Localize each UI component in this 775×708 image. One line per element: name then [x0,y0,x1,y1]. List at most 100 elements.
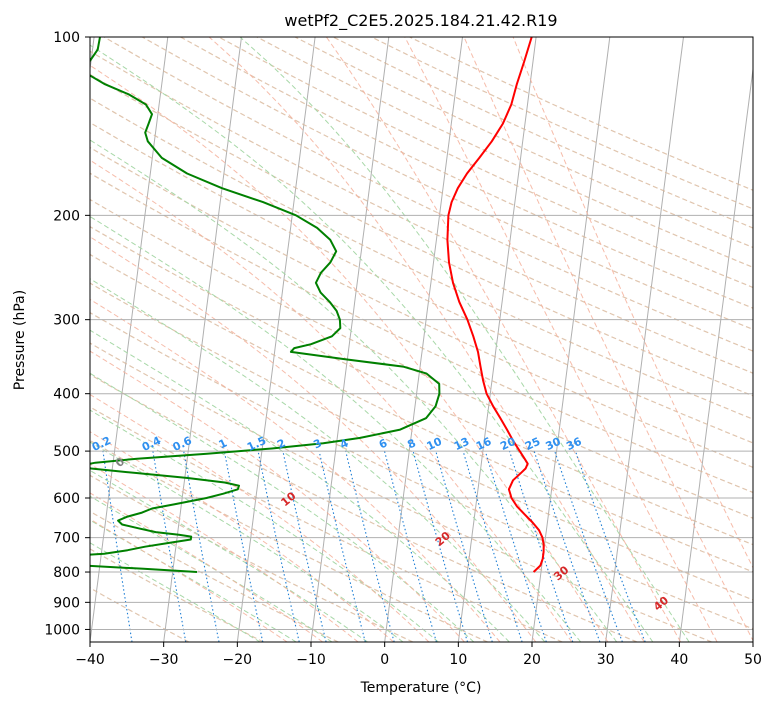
dry-adiabat-line [90,510,339,642]
y-tick-label: 700 [53,531,80,547]
y-tick-label: 300 [53,313,80,329]
mixing-ratio-line [574,450,646,642]
mixing-ratio-line [508,450,574,642]
x-tick-label: −10 [296,652,326,668]
theta-e-line [90,431,394,642]
y-tick-label: 900 [53,595,80,611]
plot-frame [89,36,754,643]
mixing-ratio-label: 30 [544,435,564,453]
y-tick-label: 800 [53,565,80,581]
moist-adiabat-line [239,37,690,642]
dry-adiabat-line [180,37,753,309]
x-tick-label: 0 [380,652,389,668]
theta-e-line [90,64,609,642]
mixing-ratio-line [435,450,493,642]
mixing-ratio-line [282,450,327,642]
mixing-ratio-line [152,451,187,642]
dry-adiabat-line [90,474,414,642]
dry-adiabat-line [90,373,638,642]
moist-adiabat-line [90,495,333,642]
dry-adiabat-line [90,282,753,601]
y-tick-label: 600 [53,491,80,507]
dry-adiabat-line [90,225,753,546]
isotherm-line [310,37,390,642]
dry-adiabat-line [90,587,190,642]
dry-adiabat-line [218,37,753,289]
dry-adiabat-line [103,37,753,352]
y-tick-label: 400 [53,387,80,403]
dry-adiabat-line [90,50,753,374]
x-axis: −40 −30 −20 −10 0 10 20 30 40 50 [75,642,762,668]
theta-e-line [208,37,645,642]
mixing-ratio-label: 36 [564,435,584,453]
mixing-ratio-line [223,451,264,642]
profile-series [90,37,545,573]
dry-adiabat-line [90,311,753,630]
theta-e-line [90,350,465,642]
moist-adiabat-line [90,329,510,642]
moist-adiabat-label: 20 [433,529,453,549]
pressure-grid [90,37,753,630]
mixing-ratio-line [318,450,366,642]
background-lines [90,37,753,642]
mixing-ratio-line [554,450,623,642]
moist-adiabat-line [90,441,404,642]
dry-adiabat-line [332,37,753,229]
dry-adiabat-line [90,406,563,642]
x-tick-label: −30 [149,652,179,668]
theta-e-line [90,492,323,642]
dry-adiabat-line [90,439,488,642]
mixing-ratio-line [533,450,601,642]
theta-e-line [512,37,753,569]
x-tick-label: 30 [597,652,615,668]
dry-adiabat-line [90,146,753,469]
dry-adiabat-line [142,37,753,331]
moist-adiabat-line [90,542,261,642]
x-axis-label: Temperature (°C) [360,680,482,696]
dry-adiabat-line [90,172,753,494]
mixing-ratio-line [102,451,133,642]
isotherm-line [457,37,537,642]
moist-adiabat-line [90,215,582,642]
mixing-ratio-line [257,450,300,642]
dry-adiabat-line [90,548,264,642]
dewpoint-line [90,37,441,573]
x-tick-label: −40 [75,652,105,668]
y-axis-label: Pressure (hPa) [12,290,28,390]
x-tick-label: 20 [523,652,541,668]
mixing-ratio-line [462,450,523,642]
moist-adiabat-line [90,278,546,642]
x-tick-label: −20 [223,652,253,668]
plot-area: -100-90-80-70-60-50-40-30-20-100.10.20.4… [90,37,753,642]
dry-adiabat-line [256,37,753,268]
isotherm-line [678,65,753,642]
mixing-ratio-line [484,450,547,642]
y-tick-label: 200 [53,208,80,224]
theta-e-line [90,236,537,642]
isotherm-line [236,37,316,642]
isotherm-line [752,637,753,642]
moist-adiabat-label: 40 [651,594,671,614]
mixing-ratio-line [383,450,437,642]
theta-e-line [90,298,501,642]
isotherm-line [90,37,169,642]
isotherm-line [384,37,463,642]
theta-e-line [463,37,753,642]
mixing-ratio-label: 13 [452,435,471,453]
isotherm-line [163,37,242,642]
y-axis: 100 200 300 400 500 600 700 800 900 1000 [44,30,90,638]
moist-adiabat-line [90,469,368,642]
y-tick-label: 500 [53,444,80,460]
theta-e-line [90,159,573,642]
x-tick-label: 10 [449,652,467,668]
isotherm-line [605,37,684,642]
y-tick-label: 100 [53,30,80,46]
isotherm-line [531,37,611,642]
theta-e-line [90,518,288,642]
mixing-ratio-label: 20 [498,435,518,453]
dry-adiabat-line [90,198,753,519]
mixing-ratio-label: 10 [425,435,445,453]
mixing-ratio-line [345,450,395,642]
temperature-line [446,37,545,573]
moist-adiabat-line [90,44,654,642]
